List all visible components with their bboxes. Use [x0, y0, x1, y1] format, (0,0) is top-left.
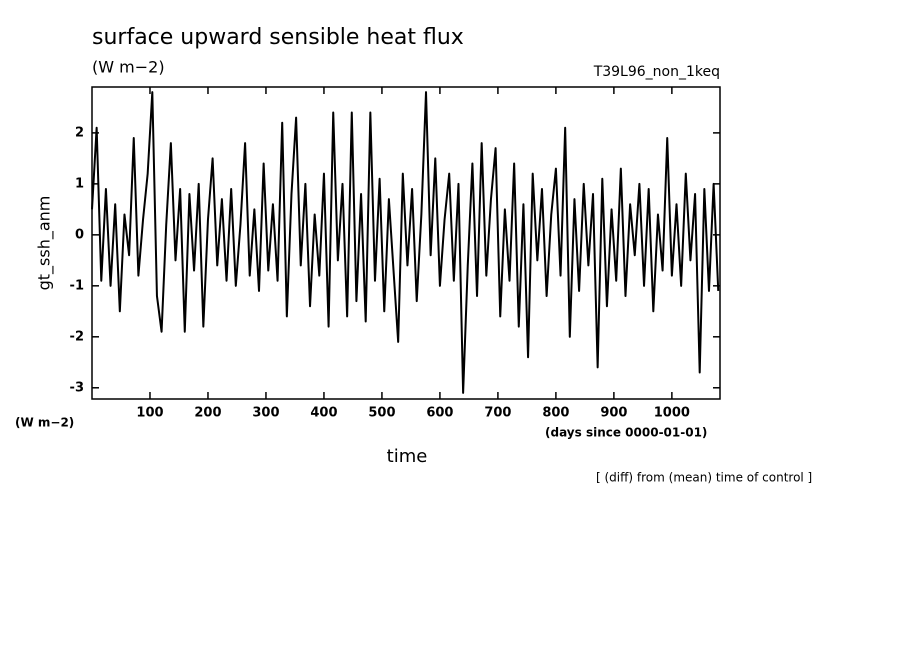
y-tick-label: 0 [75, 227, 84, 242]
y-tick-label: 2 [75, 125, 84, 140]
x-tick-label: 1000 [654, 406, 690, 421]
x-tick-label: 400 [310, 406, 337, 421]
data-line [91, 91, 720, 394]
y-units: (W m−2) [15, 416, 74, 430]
x-tick-label: 600 [426, 406, 453, 421]
x-tick-label: 800 [542, 406, 569, 421]
x-tick-label: 200 [194, 406, 221, 421]
x-tick-label: 700 [484, 406, 511, 421]
note: [ (diff) from (mean) time of control ] [596, 471, 812, 485]
y-tick-label: 1 [75, 176, 84, 191]
units: (W m−2) [92, 58, 165, 77]
x-tick-label: 900 [600, 406, 627, 421]
x-axis-label: time [387, 446, 428, 467]
y-axis-label: gt_ssh_anm [35, 196, 55, 291]
run-label: T39L96_non_1keq [593, 64, 720, 80]
plot-frame [91, 86, 721, 400]
x-tick-label: 100 [136, 406, 163, 421]
y-tick-label: -3 [70, 380, 84, 395]
x-tick-label: 500 [368, 406, 395, 421]
x-units: (days since 0000-01-01) [545, 426, 707, 440]
chart-title: surface upward sensible heat flux [92, 25, 464, 50]
y-tick-label: -2 [70, 329, 84, 344]
y-tick-label: -1 [70, 278, 84, 293]
x-tick-label: 300 [252, 406, 279, 421]
